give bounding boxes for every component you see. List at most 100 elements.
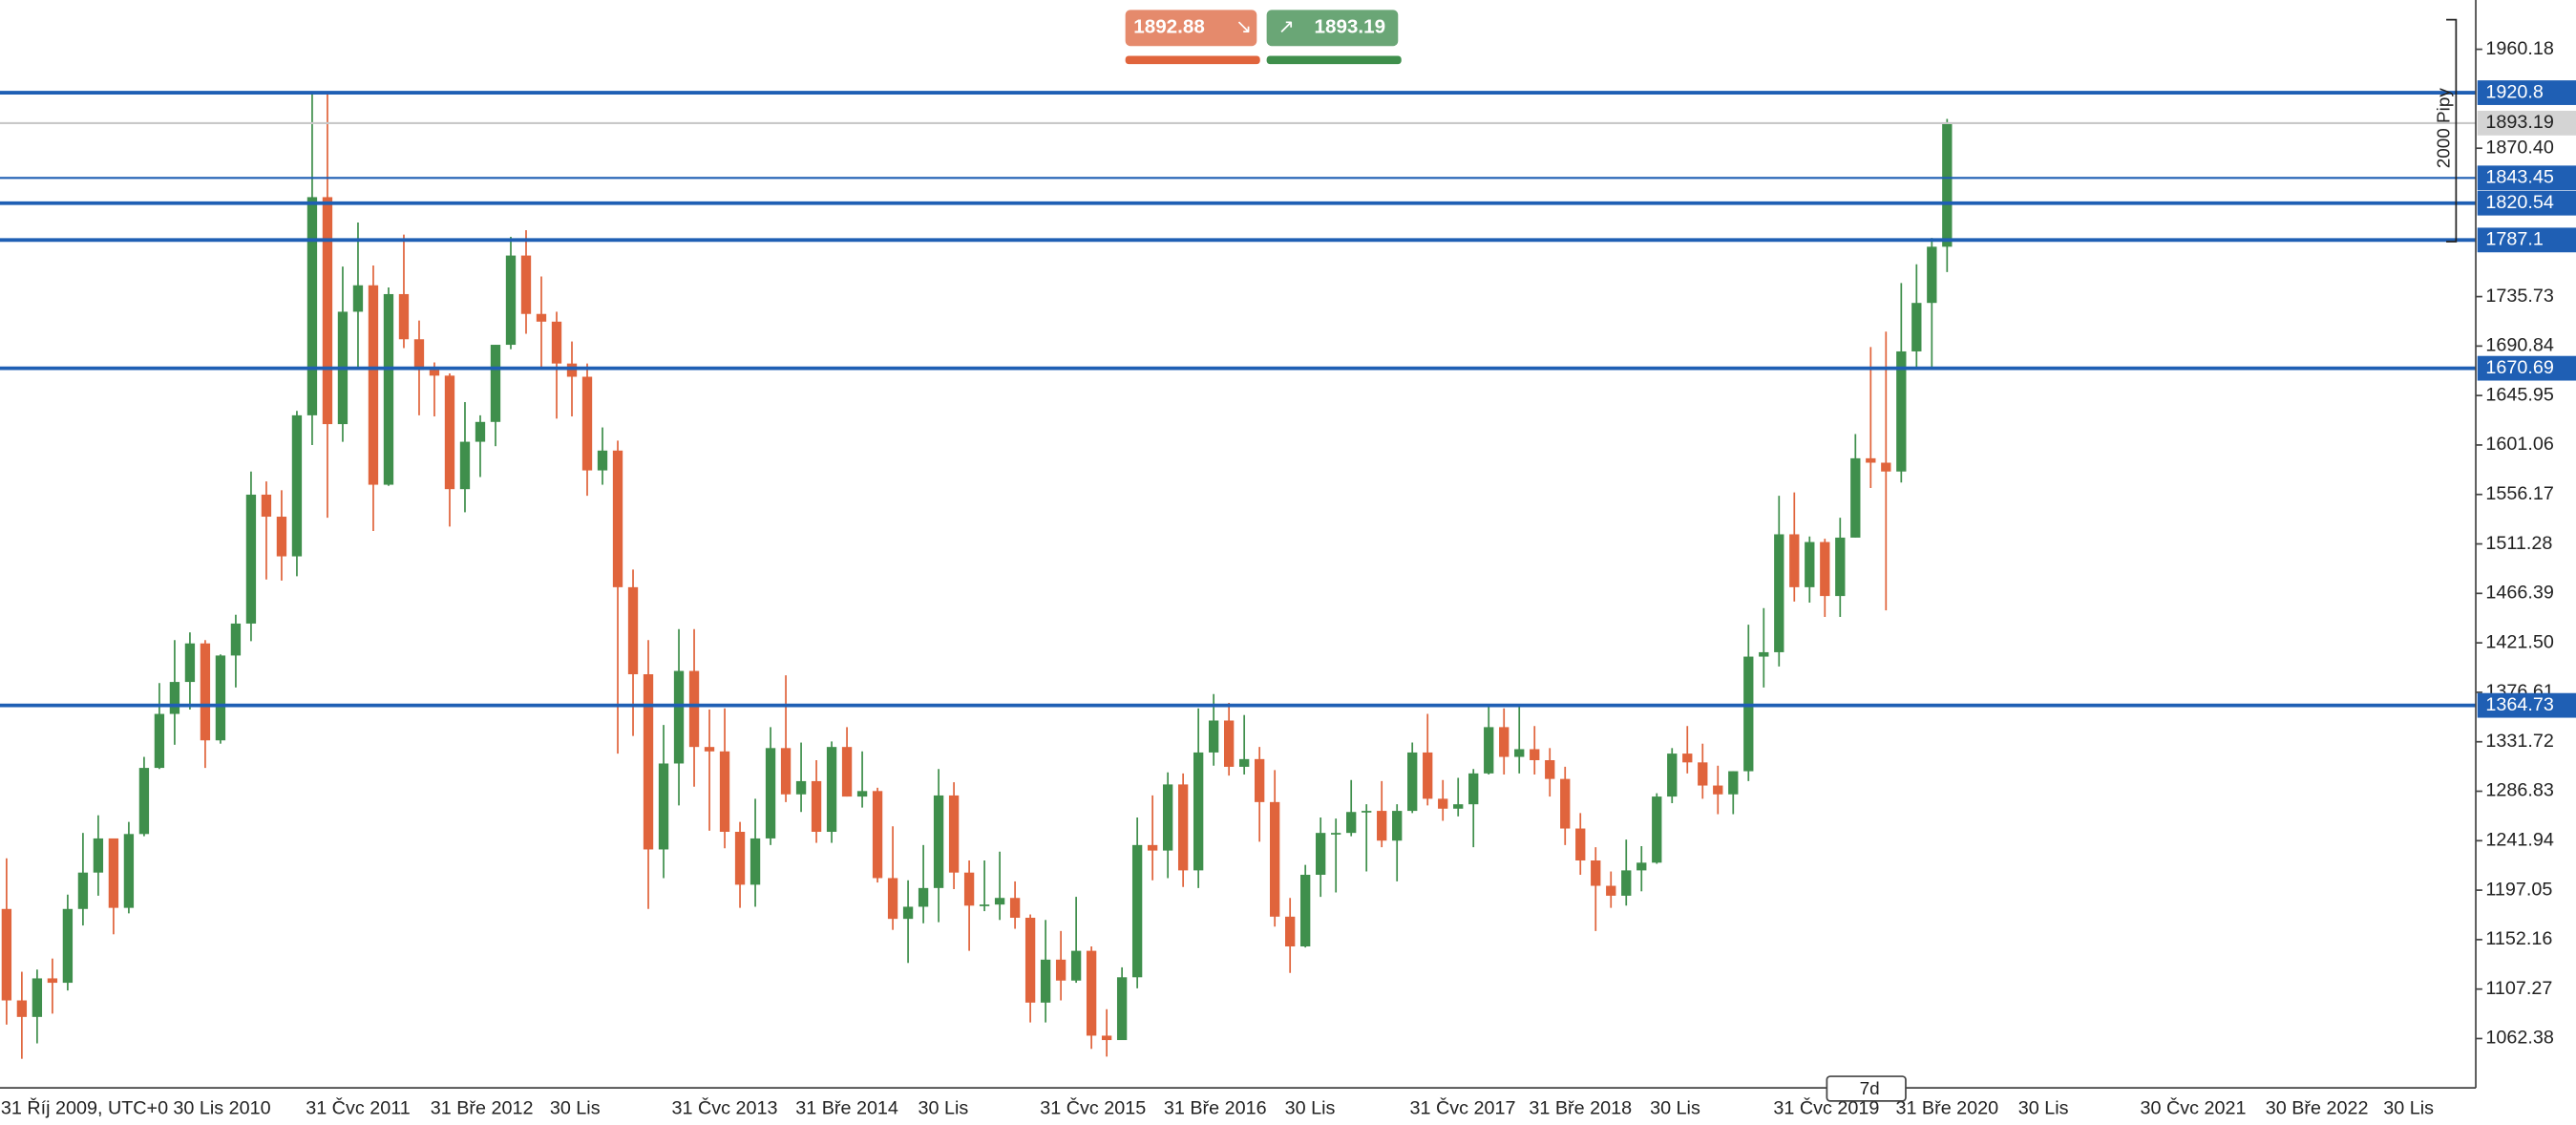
candle-body <box>1499 727 1510 757</box>
candle-body <box>1255 758 1265 802</box>
candle-body <box>169 682 180 714</box>
candle-body <box>1652 796 1662 863</box>
candle-body <box>1743 656 1754 772</box>
candle-body <box>1927 246 1937 304</box>
candle-body <box>581 376 593 471</box>
candle-body <box>1774 534 1784 652</box>
candle-body <box>979 904 990 906</box>
candle-body <box>352 285 364 312</box>
candle-body <box>1881 462 1891 472</box>
candle-body <box>93 838 104 873</box>
y-tick-label: 1197.05 <box>2485 879 2552 900</box>
y-tick-label: 1152.16 <box>2485 928 2552 949</box>
x-tick-label: 31 Bře 2016 <box>1164 1098 1267 1119</box>
candle-body <box>306 197 318 415</box>
candle-body <box>1270 801 1280 917</box>
candle-body <box>902 906 914 920</box>
candle-body <box>1850 457 1861 538</box>
level-box <box>2477 355 2576 381</box>
buy-button[interactable] <box>1266 10 1399 47</box>
y-tick-label: 1645.95 <box>2485 384 2553 405</box>
candle-body <box>1484 727 1494 774</box>
level-label: 1670.69 <box>2485 357 2553 378</box>
candle-body <box>963 872 975 906</box>
candle-body <box>1789 534 1800 587</box>
x-tick-label: 30 Lis <box>2383 1098 2434 1119</box>
x-tick-label: 30 Lis <box>1285 1098 1336 1119</box>
sell-button[interactable] <box>1125 10 1257 47</box>
candle-body <box>1514 749 1525 757</box>
x-tick-label: 30 Bře 2022 <box>2266 1098 2369 1119</box>
candle-body <box>795 780 807 795</box>
candle-body <box>1545 760 1555 779</box>
x-tick-label: 31 Čvc 2019 <box>1773 1097 1879 1119</box>
sell-arrow: ↘ <box>1235 16 1252 38</box>
candle-body <box>16 1000 28 1017</box>
candle-body <box>1238 758 1250 767</box>
candle-body <box>1116 977 1128 1041</box>
candle-body <box>704 747 715 752</box>
y-tick-label: 1421.50 <box>2485 631 2553 652</box>
candle-body <box>1162 784 1173 851</box>
candle-body <box>520 255 532 314</box>
sell-bar <box>1125 55 1260 65</box>
candle-body <box>1009 898 1021 918</box>
candle-body <box>1667 754 1678 797</box>
y-tick-label: 1556.17 <box>2485 483 2553 504</box>
timeframe: 7d <box>1860 1079 1880 1099</box>
candle-body <box>459 441 471 490</box>
candle-body <box>1362 811 1372 813</box>
x-tick-label: 30 Čvc 2021 <box>2140 1097 2246 1119</box>
candle-body <box>505 255 517 346</box>
timeframe-box[interactable] <box>1826 1075 1907 1102</box>
candle-body <box>1177 784 1189 871</box>
x-tick-label: 30 Lis <box>918 1098 969 1119</box>
candle-body <box>1606 885 1616 896</box>
measure-bracket <box>2446 18 2458 243</box>
candle-body <box>413 339 425 371</box>
candle-body <box>1316 833 1326 876</box>
candle-body <box>1682 754 1693 763</box>
current-price-box <box>2477 111 2576 136</box>
level-label: 1820.54 <box>2485 192 2553 213</box>
candle-body <box>948 795 960 873</box>
candle-body <box>1377 811 1387 841</box>
level-label: 1920.8 <box>2485 81 2543 102</box>
candle-body <box>811 780 822 833</box>
candle-body <box>1468 773 1479 805</box>
candle-body <box>62 908 74 984</box>
candle-body <box>1 908 12 1001</box>
y-tick-label: 1735.73 <box>2485 286 2553 307</box>
candle-body <box>184 643 196 683</box>
candle-body <box>688 670 700 748</box>
x-tick-label: 30 Lis 2010 <box>173 1098 270 1119</box>
candle-body <box>108 838 119 908</box>
x-tick-label: 31 Čvc 2011 <box>306 1097 411 1119</box>
candle-body <box>1101 1035 1112 1041</box>
y-tick-label: 1286.83 <box>2485 780 2553 801</box>
candle-body <box>1223 720 1235 767</box>
candle-body <box>47 978 58 984</box>
measure-label: 2000 Pipy <box>2434 88 2454 169</box>
level-label: 1787.1 <box>2485 229 2543 250</box>
candle-body <box>1621 870 1632 896</box>
y-tick-label: 1107.27 <box>2485 978 2552 999</box>
candle-body <box>322 197 333 425</box>
level-label: 1843.45 <box>2485 167 2553 188</box>
candle-body <box>719 751 730 833</box>
candle-body <box>566 363 578 377</box>
buy-bar <box>1266 55 1402 65</box>
candle-body <box>444 375 455 490</box>
x-tick-label: 30 Lis <box>2018 1098 2069 1119</box>
candle-body <box>154 713 165 769</box>
y-tick-label: 1601.06 <box>2485 434 2553 455</box>
candle-body <box>887 878 898 920</box>
x-tick-label: 31 Bře 2014 <box>795 1098 898 1119</box>
candle-body <box>734 832 746 885</box>
candle-body <box>215 655 226 741</box>
candle-body <box>627 586 639 675</box>
candle-body <box>658 763 669 850</box>
candle-body <box>1331 833 1341 835</box>
x-tick-label: 31 Čvc 2015 <box>1040 1097 1146 1119</box>
candle-body <box>490 345 501 422</box>
